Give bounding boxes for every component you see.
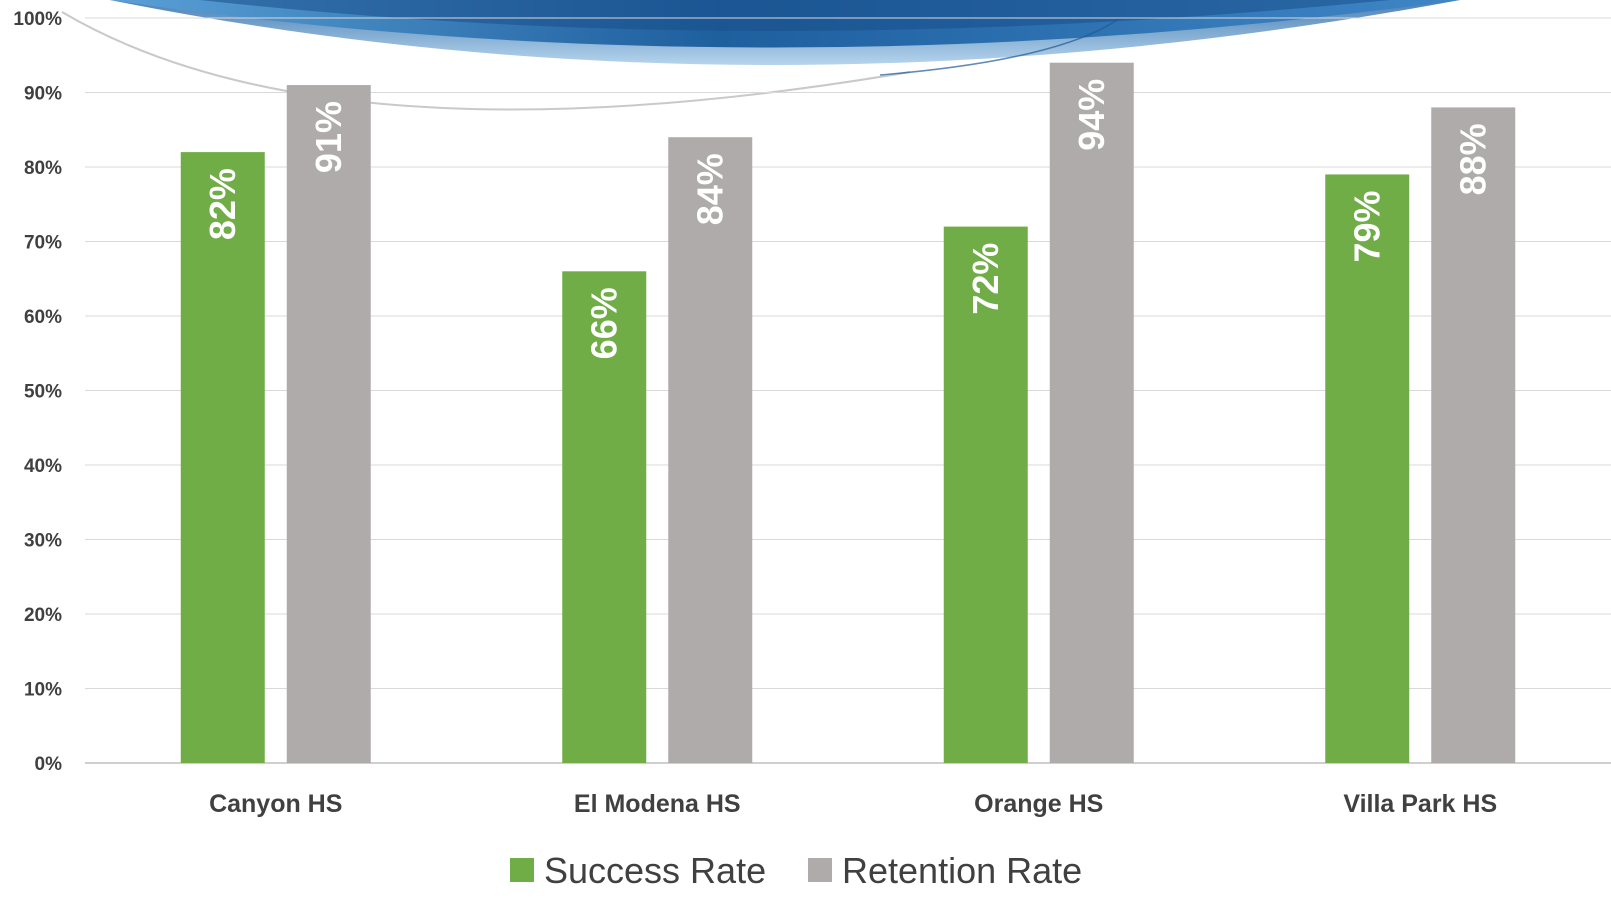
y-tick-label: 90% [24,84,62,105]
legend-label: Success Rate [544,850,766,891]
bar-retention [286,85,371,764]
y-tick-label: 0% [35,754,63,775]
y-tick-label: 100% [13,9,62,30]
bar-retention [1049,62,1134,763]
x-category-label: Canyon HS [209,790,342,818]
bar-retention [1431,107,1516,763]
y-tick-label: 20% [24,605,62,626]
bar-success [180,152,265,764]
y-tick-label: 30% [24,531,62,552]
bar-data-label: 66% [584,287,625,359]
bar-data-label: 72% [965,243,1006,315]
legend-swatch [510,858,534,882]
data-labels: 82% 91% 66% 84% 72% 94% 79% 88% [202,79,1494,360]
y-tick-label: 70% [24,233,62,254]
y-axis-tick-labels: 0% 10% 20% 30% 40% 50% 60% 70% 80% 90% 100% [13,9,62,775]
legend-label: Retention Rate [842,850,1082,891]
x-axis-category-labels: Canyon HS El Modena HS Orange HS Villa Park… [209,790,1497,818]
bar-data-label: 91% [308,101,349,173]
bar-success [943,226,1028,764]
y-tick-label: 80% [24,158,62,179]
legend-swatch [808,858,832,882]
y-tick-label: 40% [24,456,62,477]
bar-data-label: 88% [1453,123,1494,195]
bar-data-label: 94% [1071,79,1112,151]
y-tick-label: 50% [24,382,62,403]
bar-data-label: 82% [202,168,243,240]
bar-data-label: 84% [690,153,731,225]
legend: Success Rate Retention Rate [510,850,1082,891]
bar-data-label: 79% [1347,190,1388,262]
decorative-swoosh [61,0,1460,111]
y-tick-label: 10% [24,680,62,701]
y-tick-label: 60% [24,307,62,328]
x-category-label: El Modena HS [574,790,741,818]
bar-success [1325,174,1410,763]
bars [180,62,1516,764]
bar-retention [668,137,753,763]
x-category-label: Villa Park HS [1343,790,1497,818]
x-category-label: Orange HS [974,790,1103,818]
bar-success [562,271,647,763]
